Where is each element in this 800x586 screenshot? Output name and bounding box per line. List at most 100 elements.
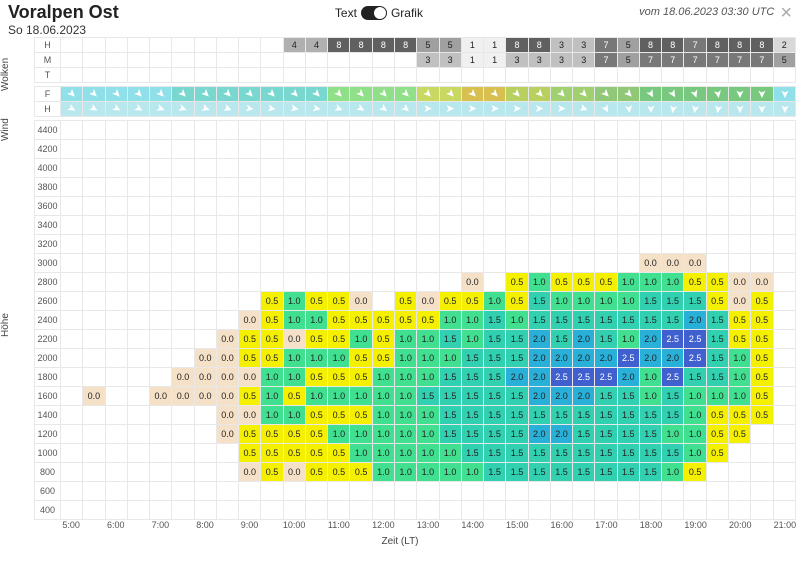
thermal-cell: 0.5 <box>239 444 261 463</box>
thermal-cell: 1.0 <box>417 425 439 444</box>
row-header: 2000 <box>35 349 61 368</box>
altitude-row: 28000.00.51.00.50.50.51.01.01.00.50.50.0… <box>35 273 796 292</box>
view-toggle[interactable]: Text Grafik <box>335 2 423 20</box>
thermal-cell: 1.0 <box>573 292 595 311</box>
cloud-cell: 3 <box>417 53 439 68</box>
thermal-cell: 1.5 <box>506 387 528 406</box>
thermal-cell: 1.5 <box>528 444 550 463</box>
thermal-cell: 1.0 <box>461 311 483 330</box>
wind-cell: ➤ <box>417 102 439 117</box>
row-header: 4200 <box>35 140 61 159</box>
thermal-cell: 0.5 <box>261 425 283 444</box>
thermal-cell: 0.5 <box>328 311 350 330</box>
thermal-cell: 1.5 <box>528 463 550 482</box>
wind-cell: ➤ <box>684 87 706 102</box>
thermal-cell: 1.5 <box>595 425 617 444</box>
wind-cell: ➤ <box>528 87 550 102</box>
section-label-wind: Wind <box>0 118 11 141</box>
thermal-cell: 0.5 <box>305 330 327 349</box>
thermal-cell: 0.5 <box>751 292 773 311</box>
thermal-cell: 1.5 <box>461 425 483 444</box>
thermal-cell: 0.5 <box>328 292 350 311</box>
wind-cell: ➤ <box>283 102 305 117</box>
thermal-cell: 0.0 <box>239 311 261 330</box>
thermal-cell: 2.0 <box>573 349 595 368</box>
thermal-cell: 1.0 <box>372 368 394 387</box>
thermal-cell: 0.5 <box>261 444 283 463</box>
wind-cell: ➤ <box>172 102 194 117</box>
thermal-cell: 1.5 <box>662 311 684 330</box>
x-tick: 13:00 <box>417 520 440 530</box>
thermal-cell: 1.0 <box>662 425 684 444</box>
thermal-cell: 0.0 <box>728 273 750 292</box>
thermal-cell: 0.5 <box>684 463 706 482</box>
thermal-cell: 1.0 <box>728 349 750 368</box>
wind-cell: ➤ <box>372 102 394 117</box>
thermal-cell: 1.5 <box>573 444 595 463</box>
row-header: 3400 <box>35 216 61 235</box>
thermal-cell: 1.5 <box>484 463 506 482</box>
thermal-cell: 0.5 <box>706 425 728 444</box>
thermal-cell: 1.5 <box>639 425 661 444</box>
thermal-cell: 1.0 <box>350 425 372 444</box>
thermal-cell: 1.0 <box>684 406 706 425</box>
cloud-cell: 2 <box>773 38 796 53</box>
cloud-cell: 8 <box>394 38 416 53</box>
cloud-cell: 7 <box>684 38 706 53</box>
thermal-cell: 0.0 <box>417 292 439 311</box>
thermal-cell: 0.5 <box>728 311 750 330</box>
wind-cell: ➤ <box>127 102 149 117</box>
thermal-cell: 1.0 <box>394 444 416 463</box>
altitude-row: 3200 <box>35 235 796 254</box>
wind-cell: ➤ <box>773 102 796 117</box>
thermal-cell: 0.0 <box>283 330 305 349</box>
cloud-cell: 7 <box>595 53 617 68</box>
thermal-cell: 2.5 <box>573 368 595 387</box>
wind-cell: ➤ <box>461 102 483 117</box>
thermal-cell: 0.5 <box>305 463 327 482</box>
cloud-cell: 8 <box>506 38 528 53</box>
thermal-cell: 0.0 <box>461 273 483 292</box>
cloud-cell: 7 <box>706 53 728 68</box>
thermal-cell: 0.5 <box>350 311 372 330</box>
wind-cell: ➤ <box>617 102 639 117</box>
thermal-cell: 1.5 <box>439 387 461 406</box>
thermal-cell: 1.0 <box>439 463 461 482</box>
thermal-cell: 1.0 <box>261 387 283 406</box>
thermal-cell: 1.5 <box>484 311 506 330</box>
thermal-cell: 1.5 <box>484 387 506 406</box>
thermal-cell: 2.0 <box>595 349 617 368</box>
wind-cell: ➤ <box>394 102 416 117</box>
thermal-cell: 0.5 <box>261 330 283 349</box>
cloud-cell: 8 <box>706 38 728 53</box>
thermal-cell: 1.5 <box>484 330 506 349</box>
thermal-cell: 1.5 <box>639 463 661 482</box>
close-icon[interactable]: × <box>780 6 792 20</box>
wind-cell: ➤ <box>706 102 728 117</box>
cloud-cell: 8 <box>751 38 773 53</box>
thermal-cell: 1.0 <box>617 273 639 292</box>
thermal-cell: 1.0 <box>417 368 439 387</box>
thermal-cell: 0.5 <box>417 311 439 330</box>
thermal-cell: 2.5 <box>684 349 706 368</box>
thermal-cell: 2.0 <box>550 349 572 368</box>
x-tick: 5:00 <box>62 520 80 530</box>
thermal-cell: 1.0 <box>394 387 416 406</box>
thermal-cell: 1.0 <box>662 273 684 292</box>
thermal-cell: 1.0 <box>417 444 439 463</box>
row-header: 1000 <box>35 444 61 463</box>
x-tick: 16:00 <box>551 520 574 530</box>
wind-cell: ➤ <box>662 87 684 102</box>
thermal-cell: 1.5 <box>595 406 617 425</box>
wind-cell: ➤ <box>105 87 127 102</box>
wind-cell: ➤ <box>617 87 639 102</box>
thermal-cell: 1.0 <box>617 330 639 349</box>
altitude-row: 400 <box>35 501 796 520</box>
x-tick: 11:00 <box>328 520 350 530</box>
toggle-switch[interactable] <box>361 6 387 20</box>
thermal-cell: 0.0 <box>239 463 261 482</box>
wind-cell: ➤ <box>573 102 595 117</box>
thermal-cell: 0.0 <box>216 406 238 425</box>
thermal-cell: 1.5 <box>617 406 639 425</box>
wind-cell: ➤ <box>728 87 750 102</box>
